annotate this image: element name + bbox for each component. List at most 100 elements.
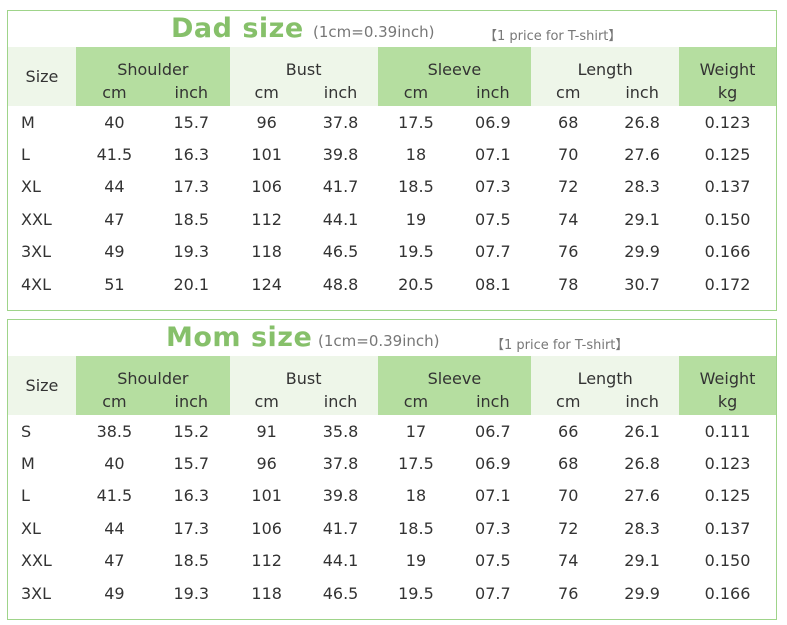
dad-length-header: Length	[531, 47, 680, 79]
mom-weight-header: Weight	[679, 356, 776, 388]
table-cell: 41.7	[322, 518, 359, 538]
table-cell: 76	[558, 242, 579, 262]
table-cell: 07.5	[475, 209, 511, 229]
table-cell: 39.8	[322, 145, 359, 165]
dad-sleeve-header: Sleeve	[377, 47, 532, 79]
table-cell: 70	[558, 145, 579, 165]
table-cell: 29.1	[624, 551, 660, 571]
table-row: S 38.5 15.2 91 35.8 17 06.7 66 26.1 0.111	[8, 415, 776, 447]
dad-unit-header: cm	[531, 79, 606, 106]
table-row: L 41.5 16.3 101 39.8 18 07.1 70 27.6 0.125	[8, 480, 776, 512]
mom-unit-header: cm	[531, 388, 606, 415]
table-cell: 44	[104, 177, 125, 197]
mom-length-header: Length	[531, 356, 680, 388]
table-cell: 27.6	[624, 486, 660, 506]
dad-size-panel: Dad size (1cm=0.39inch) 【1 price for T-s…	[7, 10, 777, 311]
table-cell: 15.7	[173, 112, 210, 132]
table-cell: 17.3	[173, 518, 210, 538]
dad-title: Dad size	[171, 13, 304, 44]
table-row: XXL 47 18.5 112 44.1 19 07.5 74 29.1 0.150	[8, 203, 776, 235]
table-cell: 101	[251, 486, 282, 506]
table-cell: 40	[104, 454, 125, 474]
table-cell: 0.111	[704, 421, 751, 441]
table-cell: 18	[405, 486, 427, 506]
table-cell: 41.5	[96, 486, 133, 506]
table-cell: 28.3	[624, 518, 660, 538]
dad-weight-header: Weight	[679, 47, 776, 79]
table-cell: 41.5	[96, 145, 133, 165]
table-cell: 0.123	[704, 454, 751, 474]
table-cell: 0.137	[704, 518, 751, 538]
table-cell: 46.5	[322, 583, 359, 603]
size-cell: XXL	[21, 551, 52, 571]
table-row: XL 44 17.3 106 41.7 18.5 07.3 72 28.3 0.137	[8, 171, 776, 203]
table-cell: 07.3	[475, 177, 511, 197]
table-cell: 124	[251, 274, 282, 294]
table-cell: 47	[104, 209, 125, 229]
table-cell: 118	[251, 242, 282, 262]
table-cell: 0.123	[704, 112, 751, 132]
table-cell: 44	[104, 518, 125, 538]
table-cell: 0.150	[704, 551, 751, 571]
mom-size-header: Size	[8, 356, 76, 415]
table-row: 3XL 49 19.3 118 46.5 19.5 07.7 76 29.9 0.166	[8, 236, 776, 268]
table-cell: 72	[558, 177, 579, 197]
table-cell: 08.1	[475, 274, 511, 294]
size-cell: M	[21, 454, 35, 474]
table-cell: 78	[558, 274, 579, 294]
table-cell: 19.3	[173, 583, 210, 603]
size-cell: S	[21, 421, 32, 441]
table-row: M 40 15.7 96 37.8 17.5 06.9 68 26.8 0.123	[8, 447, 776, 479]
table-cell: 38.5	[96, 421, 133, 441]
table-cell: 39.8	[322, 486, 359, 506]
table-cell: 0.125	[704, 486, 751, 506]
table-cell: 20.5	[398, 274, 434, 294]
table-cell: 91	[256, 421, 277, 441]
dad-unit-header: kg	[679, 79, 776, 106]
dad-unit-header: cm	[229, 79, 304, 106]
table-cell: 49	[104, 583, 125, 603]
table-cell: 16.3	[173, 145, 210, 165]
size-cell: XL	[21, 177, 41, 197]
table-cell: 106	[251, 518, 282, 538]
table-cell: 18	[405, 145, 427, 165]
table-cell: 118	[251, 583, 282, 603]
dad-header-group-row: Size Shoulder Bust Sleeve Length Weight	[8, 47, 776, 106]
table-cell: 49	[104, 242, 125, 262]
mom-bust-header: Bust	[229, 356, 378, 388]
table-cell: 40	[104, 112, 125, 132]
dad-price-note: 【1 price for T-shirt】	[484, 29, 622, 44]
dad-unit-header: inch	[454, 79, 532, 106]
table-cell: 07.1	[475, 486, 511, 506]
table-cell: 35.8	[322, 421, 359, 441]
table-cell: 0.166	[704, 242, 751, 262]
table-cell: 0.125	[704, 145, 751, 165]
dad-unit-header: inch	[605, 79, 680, 106]
dad-size-header: Size	[8, 47, 76, 106]
size-cell: L	[21, 145, 30, 165]
table-cell: 07.7	[475, 583, 511, 603]
size-cell: M	[21, 112, 35, 132]
table-cell: 06.7	[475, 421, 511, 441]
size-cell: 3XL	[21, 583, 52, 603]
mom-unit-header: inch	[303, 388, 378, 415]
dad-shoulder-header: Shoulder	[75, 47, 230, 79]
mom-price-note: 【1 price for T-shirt】	[491, 338, 629, 353]
table-cell: 26.1	[624, 421, 660, 441]
table-cell: 18.5	[173, 551, 210, 571]
table-cell: 15.7	[173, 454, 210, 474]
table-cell: 17.3	[173, 177, 210, 197]
table-row: M 40 15.7 96 37.8 17.5 06.9 68 26.8 0.123	[8, 106, 776, 138]
table-cell: 29.9	[624, 583, 660, 603]
table-cell: 18.5	[398, 177, 434, 197]
mom-title: Mom size	[166, 322, 313, 353]
table-cell: 44.1	[322, 209, 359, 229]
mom-unit-header: cm	[75, 388, 153, 415]
mom-size-table: Size Shoulder Bust Sleeve Length Weight …	[8, 356, 776, 609]
table-cell: 19.3	[173, 242, 210, 262]
table-cell: 29.9	[624, 242, 660, 262]
table-cell: 68	[558, 454, 579, 474]
table-cell: 101	[251, 145, 282, 165]
table-cell: 20.1	[173, 274, 210, 294]
table-cell: 29.1	[624, 209, 660, 229]
